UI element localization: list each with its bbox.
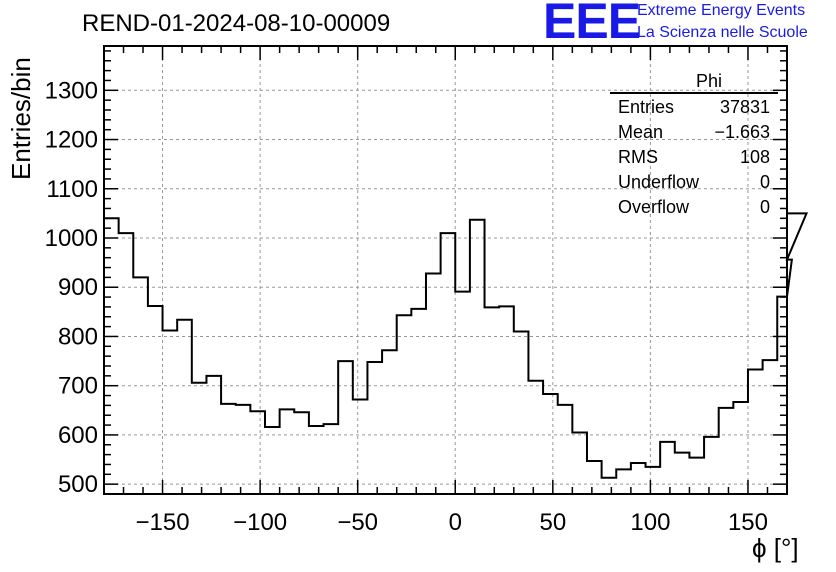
x-tick-label: 50 (539, 509, 566, 536)
y-tick-label: 500 (58, 471, 98, 498)
stats-row-overflow: Overflow 0 (610, 196, 778, 221)
x-axis-label: ϕ [°] (752, 533, 799, 563)
stats-row-rms: RMS 108 (610, 146, 778, 171)
y-tick-label: 600 (58, 422, 98, 449)
x-tick-label: 150 (728, 509, 768, 536)
y-axis-label: Entries/bin (6, 57, 36, 180)
stats-divider (610, 92, 778, 94)
stats-label: Mean (618, 122, 664, 142)
x-tick-label: −100 (233, 509, 287, 536)
y-tick-label: 1200 (45, 127, 98, 154)
logo-tagline-2: La Scienza nelle Scuole (637, 24, 808, 41)
axis-ticks (103, 46, 788, 494)
grid-lines (104, 46, 787, 494)
tick-labels: −150 −100 −50 0 50 100 150 500 600 700 800 900 1000 1… (45, 77, 768, 536)
eee-logo: EEE (543, 0, 641, 49)
y-tick-label: 900 (58, 274, 98, 301)
stats-label: Entries (618, 97, 675, 117)
stats-box: Phi Entries 37831 Mean −1.663 RMS 108 Un… (610, 72, 778, 221)
stats-value: 37831 (719, 97, 770, 117)
stats-title: Phi (695, 71, 722, 91)
stats-value: 0 (759, 197, 770, 217)
x-tick-label: 100 (630, 509, 670, 536)
y-tick-label: 1300 (45, 77, 98, 104)
stats-value: 108 (739, 147, 770, 167)
stats-label: RMS (618, 147, 658, 167)
stats-row-entries: Entries 37831 (610, 96, 778, 121)
stats-label: Overflow (618, 197, 690, 217)
y-tick-label: 1100 (46, 176, 98, 203)
x-tick-label: −50 (337, 509, 378, 536)
y-tick-label: 800 (58, 323, 98, 350)
logo-tagline-1: Extreme Energy Events (637, 2, 806, 19)
stats-value: 0 (759, 172, 770, 192)
y-tick-label: 700 (58, 373, 98, 400)
x-tick-label: 0 (449, 509, 462, 536)
histogram-line (104, 212, 809, 479)
y-tick-label: 1000 (45, 225, 98, 252)
stats-row-mean: Mean −1.663 (610, 121, 778, 146)
stats-row-underflow: Underflow 0 (610, 171, 778, 196)
plot-frame (103, 45, 788, 495)
stats-value: −1.663 (714, 122, 770, 142)
chart-title: REND-01-2024-08-10-00009 (82, 10, 391, 37)
x-tick-label: −150 (136, 509, 190, 536)
stats-label: Underflow (618, 172, 700, 192)
